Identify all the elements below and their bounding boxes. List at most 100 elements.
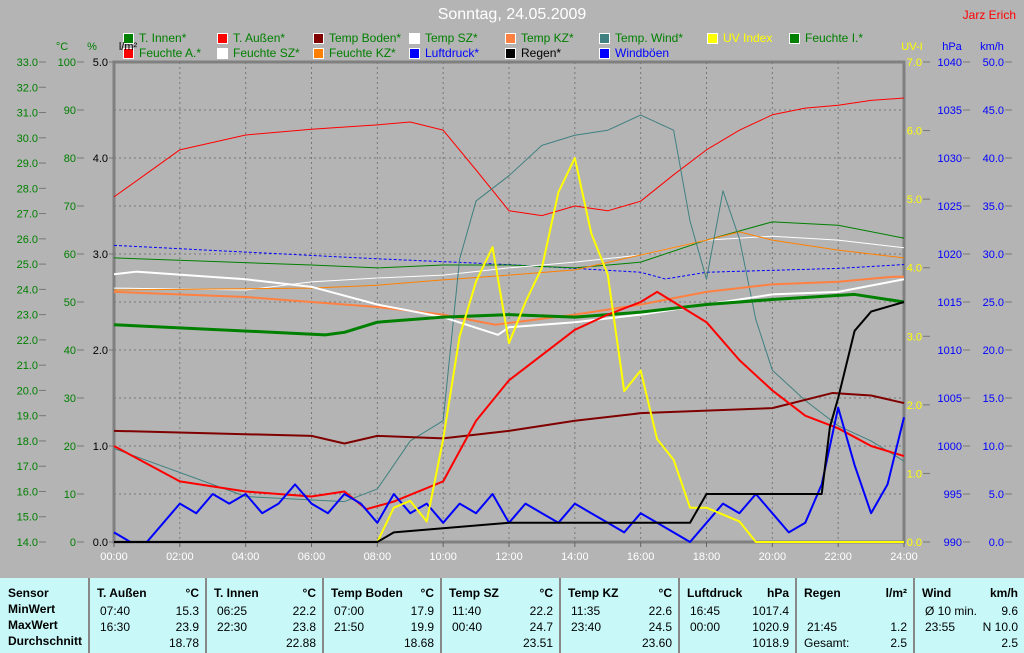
- legend-swatch: [409, 47, 420, 59]
- axis-tick-label-temp: 21.0: [17, 360, 38, 372]
- axis-tick-label-press: 1025: [938, 201, 962, 213]
- axis-tick-label-press: 1000: [938, 441, 962, 453]
- axis-tick-label-wind: 45.0: [983, 105, 1004, 117]
- axis-tick-label-temp: 16.0: [17, 486, 38, 498]
- axis-tick-label-temp: 32.0: [17, 82, 38, 94]
- min-time: 06:25: [217, 604, 248, 618]
- series-temp-wind: [113, 114, 905, 503]
- legend-label: Temp Boden*: [329, 31, 402, 45]
- series-feuchte-kz: [113, 231, 905, 291]
- max-time: 21:50: [334, 620, 365, 634]
- legend-swatch: [599, 32, 610, 44]
- legend-item: Feuchte SZ*: [217, 46, 300, 60]
- axis-tick-label-hum: 0: [70, 537, 76, 549]
- axis-tick-label-hum: 30: [64, 393, 76, 405]
- x-tick-label: 14:00: [561, 551, 589, 563]
- avg-value: 2.5: [1001, 636, 1018, 650]
- table-column: Luftdruck hPa 16:45 1017.4 00:00 1020.9 1018.9: [678, 578, 795, 653]
- axis-tick-label-temp: 28.0: [17, 183, 38, 195]
- legend-item: Regen*: [505, 46, 561, 60]
- legend-swatch: [707, 32, 718, 44]
- axis-unit-uv: UV-I: [901, 41, 922, 53]
- column-unit: °C: [185, 586, 199, 600]
- axis-tick-label-uv: 1.0: [907, 468, 922, 480]
- axis-unit-temp: °C: [56, 41, 68, 53]
- x-tick-label: 24:00: [890, 551, 918, 563]
- axis-tick-label-temp: 22.0: [17, 335, 38, 347]
- max-time: 22:30: [217, 620, 248, 634]
- legend-label: Feuchte I.*: [805, 31, 864, 45]
- max-value: N 10.0: [982, 620, 1018, 634]
- min-value: 22.6: [648, 604, 672, 618]
- axis-tick-label-press: 990: [944, 537, 962, 549]
- series-temp-sz: [113, 270, 905, 336]
- axis-tick-label-hum: 20: [64, 441, 76, 453]
- axis-tick-label-temp: 23.0: [17, 310, 38, 322]
- stats-table: Sensor MinWert MaxWert Durchschnitt T. Außen…: [0, 578, 1024, 653]
- max-value: 24.5: [648, 620, 672, 634]
- axis-tick-label-hum: 60: [64, 249, 76, 261]
- axis-tick-label-wind: 35.0: [983, 201, 1004, 213]
- avg-value: 18.68: [403, 636, 434, 650]
- x-tick-label: 00:00: [100, 551, 128, 563]
- legend-item: T. Außen*: [217, 31, 285, 45]
- column-unit: hPa: [766, 586, 789, 600]
- axis-tick-label-uv: 4.0: [907, 263, 922, 275]
- series-t-innen: [113, 292, 905, 337]
- axis-tick-label-press: 1015: [938, 297, 962, 309]
- column-header: Regen: [804, 586, 841, 600]
- series-temp-boden: [113, 391, 905, 445]
- axis-tick-label-rain: 0.0: [93, 537, 108, 549]
- legend-item: Feuchte A.*: [123, 46, 201, 60]
- max-time: 23:40: [571, 620, 602, 634]
- max-value: 24.7: [529, 620, 553, 634]
- column-unit: l/m²: [885, 586, 907, 600]
- series-feuchte-a: [113, 97, 905, 217]
- series-regen: [114, 301, 905, 543]
- axis-tick-label-press: 1040: [938, 57, 962, 69]
- column-header: Wind: [922, 586, 952, 600]
- axis-tick-label-rain: 4.0: [93, 153, 108, 165]
- legend-label: Luftdruck*: [425, 46, 480, 60]
- axis-tick-label-hum: 90: [64, 105, 76, 117]
- x-tick-label: 08:00: [364, 551, 392, 563]
- row-label: Sensor: [8, 586, 49, 600]
- max-time: 00:40: [452, 620, 483, 634]
- x-tick-label: 10:00: [429, 551, 457, 563]
- max-time: 16:30: [100, 620, 131, 634]
- axis-tick-label-wind: 20.0: [983, 345, 1004, 357]
- min-value: 17.9: [410, 604, 434, 618]
- avg-value: 1018.9: [752, 636, 789, 650]
- min-value: 1017.4: [752, 604, 789, 618]
- legend-label: Temp SZ*: [425, 31, 478, 45]
- chart-title: Sonntag, 24.05.2009: [437, 6, 587, 23]
- avg-value: 23.51: [522, 636, 553, 650]
- row-label: Durchschnitt: [8, 634, 83, 648]
- x-tick-label: 02:00: [166, 551, 194, 563]
- axis-tick-label-temp: 19.0: [17, 411, 38, 423]
- column-unit: °C: [539, 586, 553, 600]
- legend-label: Windböen: [615, 46, 670, 60]
- x-tick-label: 22:00: [824, 551, 852, 563]
- column-header: Temp Boden: [331, 586, 403, 600]
- axis-tick-label-temp: 31.0: [17, 108, 38, 120]
- legend-swatch: [789, 32, 800, 44]
- axis-tick-label-hum: 50: [64, 297, 76, 309]
- min-time: 11:40: [452, 604, 482, 618]
- legend-swatch: [313, 47, 324, 59]
- min-time: 07:40: [100, 604, 131, 618]
- axis-tick-label-hum: 70: [64, 201, 76, 213]
- max-time: 00:00: [690, 620, 721, 634]
- legend-item: UV Index: [707, 31, 772, 45]
- row-label: MaxWert: [8, 618, 58, 632]
- x-tick-label: 04:00: [232, 551, 260, 563]
- legend-label: T. Außen*: [233, 31, 286, 45]
- max-value: 19.9: [410, 620, 434, 634]
- avg-value: 2.5: [890, 636, 907, 650]
- table-column: Regen l/m² 21:45 1.2 Gesamt: 2.5: [795, 578, 913, 653]
- axis-tick-label-wind: 30.0: [983, 249, 1004, 261]
- axis-tick-label-temp: 24.0: [17, 284, 38, 296]
- axis-tick-label-temp: 17.0: [17, 461, 38, 473]
- legend-item: Luftdruck*: [409, 46, 479, 60]
- max-time: 23:55: [925, 620, 956, 634]
